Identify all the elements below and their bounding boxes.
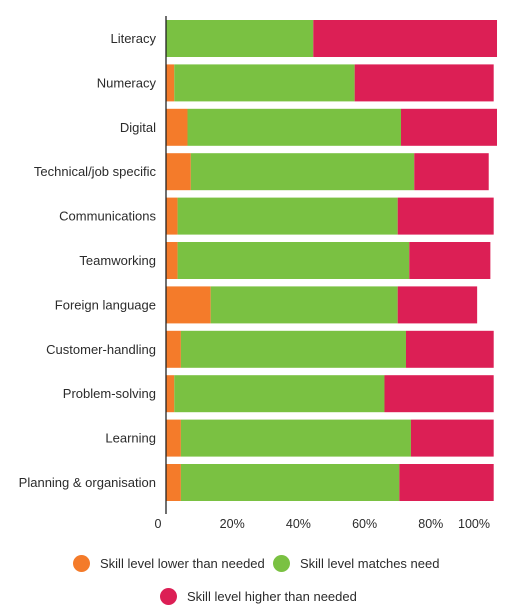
x-tick-label-60: 60% [352,517,377,531]
bar-customer-handling-matches [180,330,406,368]
category-labels: Literacy Numeracy Digital Technical/job spe… [19,31,157,490]
category-label-foreign-language: Foreign language [55,297,156,312]
bar-digital-matches [187,108,402,146]
legend-swatch-higher [160,588,177,605]
bar-technical-job-specific-matches [190,153,415,191]
bar-numeracy-higher [354,64,494,102]
category-label-communications: Communications [59,209,156,224]
category-label-numeracy: Numeracy [97,75,157,90]
bar-communications-higher [397,197,494,235]
category-label-teamworking: Teamworking [79,253,156,268]
legend-label-matches: Skill level matches need [300,556,440,571]
bar-problem-solving-matches [174,375,385,413]
bar-teamworking-lower [166,242,178,279]
bar-numeracy-lower [166,64,175,102]
bar-learning-matches [180,419,411,457]
category-label-digital: Digital [120,120,156,135]
bar-planning-organisation-higher [399,464,494,501]
bar-foreign-language-higher [397,286,478,324]
bar-customer-handling-higher [405,330,494,368]
bar-literacy-matches [166,20,314,57]
legend: Skill level lower than needed Skill leve… [0,548,505,612]
bar-planning-organisation-matches [180,464,400,501]
bar-technical-job-specific-higher [414,153,489,191]
category-label-technical-job-specific: Technical/job specific [34,164,157,179]
bar-problem-solving-lower [166,375,175,413]
stacked-bar-chart: Literacy Numeracy Digital Technical/job spe… [19,16,498,531]
x-tick-label-0: 0 [155,517,162,531]
bar-digital-higher [401,108,497,146]
x-tick-label-80: 80% [418,517,443,531]
category-label-customer-handling: Customer-handling [46,342,156,357]
bars-group [166,20,498,501]
bar-communications-lower [166,197,178,235]
legend-label-higher: Skill level higher than needed [187,589,357,604]
legend-item-matches: Skill level matches need [273,555,439,572]
x-tick-label-40: 40% [286,517,311,531]
x-tick-labels: 0 20% 40% 60% 80% 100% [155,517,490,531]
bar-teamworking-higher [409,242,491,279]
bar-numeracy-matches [174,64,355,102]
legend-item-higher: Skill level higher than needed [160,588,357,605]
bar-foreign-language-lower [166,286,211,324]
legend-swatch-lower [73,555,90,572]
bar-planning-organisation-lower [166,464,181,501]
bar-learning-higher [410,419,494,457]
bar-problem-solving-higher [384,375,494,413]
bar-foreign-language-matches [210,286,398,324]
x-tick-label-100: 100% [458,517,490,531]
category-label-problem-solving: Problem-solving [63,386,156,401]
category-label-planning-organisation: Planning & organisation [19,475,156,490]
category-label-learning: Learning [105,431,156,446]
x-tick-label-20: 20% [220,517,245,531]
bar-literacy-higher [313,20,498,57]
bar-communications-matches [177,197,398,235]
legend-item-lower: Skill level lower than needed [73,555,265,572]
bar-technical-job-specific-lower [166,153,191,191]
category-label-literacy: Literacy [110,31,156,46]
bar-customer-handling-lower [166,330,181,368]
legend-swatch-matches [273,555,290,572]
bar-teamworking-matches [177,242,410,279]
legend-label-lower: Skill level lower than needed [100,556,265,571]
bar-learning-lower [166,419,181,457]
bar-digital-lower [166,108,188,146]
